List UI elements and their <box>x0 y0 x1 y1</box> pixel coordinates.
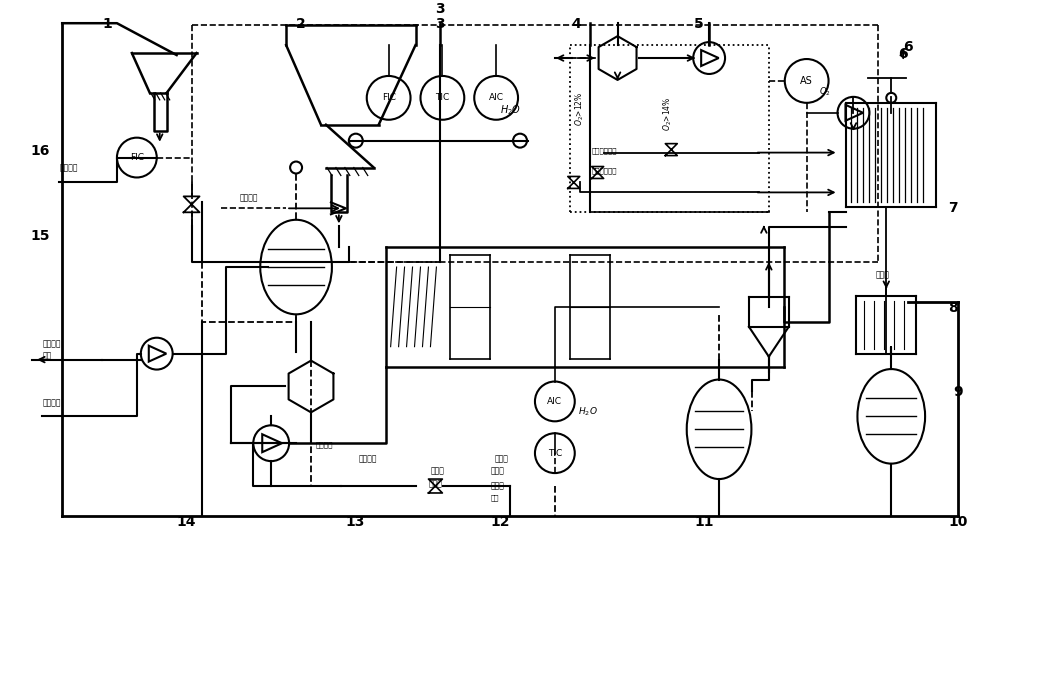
Text: 安全保护氮气: 安全保护氮气 <box>592 167 617 174</box>
Text: $H_2O$: $H_2O$ <box>578 405 597 418</box>
Text: 6: 6 <box>903 40 912 54</box>
Text: 3: 3 <box>436 18 445 32</box>
Text: $O_2$>12%: $O_2$>12% <box>573 92 586 126</box>
Text: FIC: FIC <box>130 153 144 162</box>
Text: 回收: 回收 <box>42 351 51 360</box>
Text: 煤水: 煤水 <box>490 494 499 500</box>
Text: TIC: TIC <box>436 93 449 102</box>
Text: 14: 14 <box>176 514 196 528</box>
Text: 16: 16 <box>30 144 49 158</box>
Text: AIC: AIC <box>488 93 504 102</box>
Text: AS: AS <box>800 76 813 86</box>
Text: 干燥蒸汽: 干燥蒸汽 <box>239 193 258 202</box>
Text: 6: 6 <box>898 47 908 61</box>
Text: 8: 8 <box>948 301 958 315</box>
Text: 12: 12 <box>490 514 509 528</box>
Text: 喷淋水: 喷淋水 <box>428 479 442 488</box>
Text: 11: 11 <box>694 514 714 528</box>
Text: 1: 1 <box>102 18 111 32</box>
Text: 7: 7 <box>948 202 958 216</box>
Text: 10: 10 <box>948 514 967 528</box>
Text: 煤雜水: 煤雜水 <box>430 466 444 475</box>
Text: 4: 4 <box>572 18 582 32</box>
Text: 干燥废气: 干燥废气 <box>42 398 61 407</box>
Text: 15: 15 <box>30 229 49 243</box>
Text: 煤雜水: 煤雜水 <box>495 454 508 463</box>
Text: $O_2$>14%: $O_2$>14% <box>662 97 674 131</box>
Text: 煤雜水: 煤雜水 <box>490 466 504 475</box>
Text: TIC: TIC <box>548 449 562 458</box>
Text: $H_2O$: $H_2O$ <box>500 103 522 117</box>
Text: AIC: AIC <box>547 397 563 406</box>
Text: 9: 9 <box>953 386 963 400</box>
Text: $O_2$: $O_2$ <box>819 86 831 99</box>
Text: 安全保护蒸汽: 安全保护蒸汽 <box>592 148 617 154</box>
Text: 蒸汽疏液: 蒸汽疏液 <box>42 340 61 349</box>
Text: 13: 13 <box>345 514 365 528</box>
Text: FIC: FIC <box>381 93 396 102</box>
Text: 蒸汽疏液: 蒸汽疏液 <box>316 441 334 448</box>
Text: 蒸汽疏液: 蒸汽疏液 <box>359 454 377 463</box>
Text: 煤雜水: 煤雜水 <box>490 481 504 490</box>
Text: 增湿水: 增湿水 <box>876 270 889 279</box>
Text: 2: 2 <box>296 18 306 32</box>
Text: 5: 5 <box>694 18 704 32</box>
Text: 干燥蒸汽: 干燥蒸汽 <box>59 164 78 172</box>
Text: 3: 3 <box>436 2 445 16</box>
